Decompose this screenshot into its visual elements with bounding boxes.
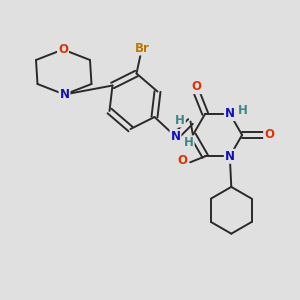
Text: H: H bbox=[175, 113, 185, 127]
Text: O: O bbox=[178, 154, 188, 167]
Text: N: N bbox=[170, 130, 181, 143]
Text: H: H bbox=[238, 104, 248, 117]
Text: N: N bbox=[59, 88, 70, 101]
Text: N: N bbox=[225, 150, 235, 163]
Text: O: O bbox=[264, 128, 274, 142]
Text: O: O bbox=[58, 43, 68, 56]
Text: Br: Br bbox=[135, 41, 150, 55]
Text: N: N bbox=[225, 107, 235, 120]
Text: O: O bbox=[191, 80, 201, 93]
Text: H: H bbox=[184, 136, 194, 149]
